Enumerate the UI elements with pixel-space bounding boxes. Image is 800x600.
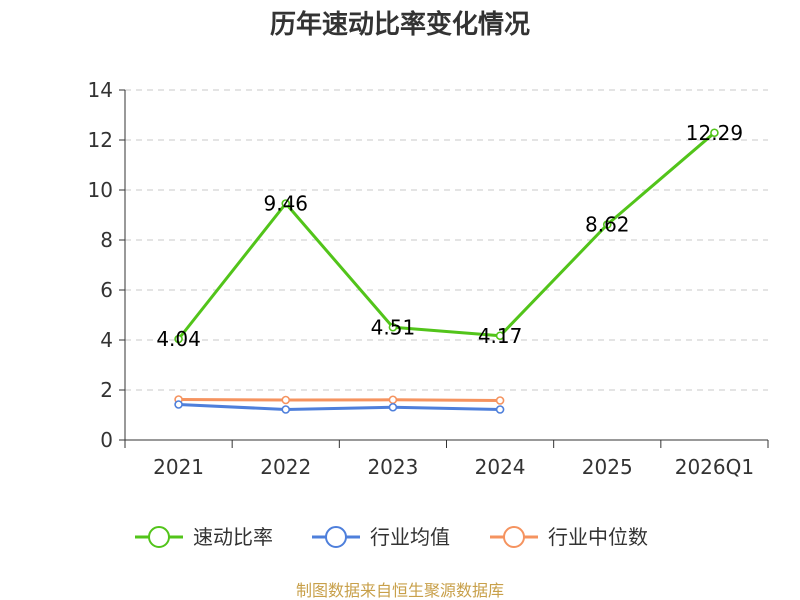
- chart-title: 历年速动比率变化情况: [270, 9, 530, 40]
- data-point[interactable]: [388, 322, 398, 332]
- legend-label: 速动比率: [193, 525, 273, 549]
- y-tick-label: 12: [88, 128, 113, 152]
- data-label: 9.46: [263, 192, 308, 216]
- y-tick-label: 10: [88, 178, 113, 202]
- legend-marker: [503, 526, 525, 548]
- source-note: 制图数据来自恒生聚源数据库: [296, 581, 504, 600]
- y-tick-label: 8: [100, 228, 113, 252]
- grid-lines: [125, 89, 768, 391]
- series-layer: [174, 128, 719, 414]
- data-point[interactable]: [602, 220, 612, 229]
- x-tick-label: 2021: [153, 455, 204, 479]
- legend-item[interactable]: 速动比率: [135, 525, 273, 549]
- x-tick-label: 2025: [582, 455, 633, 479]
- x-tick-label: 2023: [367, 455, 418, 479]
- legend-marker: [148, 526, 170, 548]
- series-line-quick-ratio: [177, 131, 716, 340]
- data-label: 12.29: [686, 121, 743, 145]
- x-tick-label: 2026Q1: [675, 455, 754, 479]
- data-point[interactable]: [710, 128, 719, 138]
- data-labels: 4.04 9.46 4.51 4.17 8.62 12.29: [156, 121, 743, 351]
- data-point[interactable]: [388, 395, 398, 405]
- data-point[interactable]: [495, 405, 505, 414]
- data-point[interactable]: [281, 199, 291, 208]
- data-label: 4.17: [478, 324, 523, 348]
- y-tick-label: 4: [100, 328, 113, 352]
- y-tick-label: 2: [100, 378, 113, 402]
- data-point[interactable]: [281, 395, 291, 405]
- series-line-industry-mean: [178, 403, 501, 411]
- data-point[interactable]: [174, 334, 183, 344]
- x-tick-label: 2022: [260, 455, 311, 479]
- series-line-industry-median: [178, 398, 501, 402]
- data-label: 4.51: [371, 315, 416, 339]
- axes: 0 2 4 6 8 10 12 14 2021 2022 2023 2024 2025 2026Q1: [88, 78, 769, 479]
- data-point[interactable]: [388, 402, 398, 412]
- data-label: 4.04: [156, 327, 201, 351]
- legend-marker: [325, 526, 347, 548]
- legend-label: 行业中位数: [548, 525, 648, 549]
- data-point[interactable]: [495, 396, 505, 405]
- y-tick-label: 6: [100, 278, 113, 302]
- x-tick-label: 2024: [475, 455, 526, 479]
- legend-label: 行业均值: [370, 525, 450, 549]
- data-point[interactable]: [281, 405, 291, 414]
- y-tick-label: 14: [88, 78, 113, 102]
- legend-item[interactable]: 行业中位数: [490, 525, 648, 549]
- legend[interactable]: 速动比率 行业均值 行业中位数: [135, 525, 648, 549]
- data-point[interactable]: [495, 331, 505, 341]
- data-label: 8.62: [585, 213, 630, 237]
- legend-item[interactable]: 行业均值: [312, 525, 450, 549]
- y-tick-label: 0: [100, 428, 113, 452]
- data-point[interactable]: [174, 400, 183, 409]
